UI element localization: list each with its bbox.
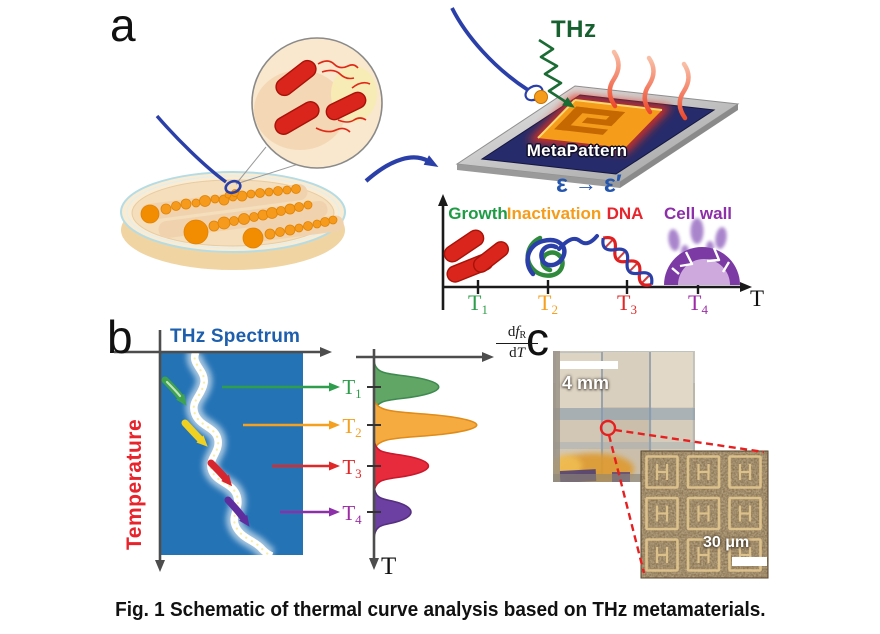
peak-t4 <box>373 484 412 540</box>
growth-bacteria-icon <box>443 229 510 283</box>
peak-t3 <box>373 438 430 494</box>
sample-droplet <box>534 90 548 104</box>
transition-label-t2: T2 <box>342 414 362 440</box>
temperature-axis-end-label: T <box>750 286 765 311</box>
panel-a-label: a <box>110 0 136 51</box>
srr-unit-cells <box>645 455 762 572</box>
thz-beam-label: THz <box>551 16 597 43</box>
denaturation-axis <box>438 194 752 310</box>
photo-scale-bar <box>560 361 618 369</box>
shift-arrows <box>161 376 250 527</box>
tick-label-t1: T1 <box>468 290 488 317</box>
photo-scale-label: 4 mm <box>562 373 610 393</box>
petri-dish-icon <box>120 171 346 270</box>
tick-label-t3: T3 <box>617 290 637 317</box>
inset-scale-label: 30 μm <box>703 534 750 551</box>
shift-arrow-yellow <box>181 419 208 447</box>
epsilon-after: ε′ <box>603 170 622 198</box>
probe-fiber-icon <box>450 7 548 104</box>
transition-label-t3: T3 <box>342 455 362 481</box>
panel-c-label: c <box>526 313 549 365</box>
stage-label-dna: DNA <box>606 204 644 223</box>
derivative-panel <box>356 349 494 570</box>
spectrum-axes <box>114 330 332 572</box>
bacterium-rod <box>274 59 367 135</box>
stage-label-cellwall: Cell wall <box>663 204 733 223</box>
metamaterial-chip-icon <box>450 7 740 188</box>
inset-scale-bar <box>732 557 767 566</box>
epsilon-before: ε <box>556 170 568 198</box>
stage-label-inactivation: Inactivation <box>506 204 602 223</box>
panel-b-label: b <box>107 311 133 363</box>
transition-label-t4: T4 <box>342 501 362 527</box>
transfer-arrow <box>364 155 439 183</box>
bacteria-magnifier-icon <box>251 37 383 169</box>
zoom-origin-circle <box>599 419 617 437</box>
spectrum-title: THz Spectrum <box>170 326 301 347</box>
peak-t2 <box>373 397 478 453</box>
shift-arrow-purple <box>224 496 250 527</box>
derivative-ticks <box>367 386 381 513</box>
shift-arrow-red <box>207 459 233 487</box>
flagella <box>315 60 371 133</box>
spectrum-panel <box>114 330 340 572</box>
derivative-axes <box>356 349 494 570</box>
microscope-inset <box>640 450 769 579</box>
thz-beam-icon <box>538 38 575 108</box>
transition-arrows <box>222 382 340 517</box>
inoculation-loop-icon <box>155 114 242 195</box>
cell-wall-icon <box>664 218 740 285</box>
zoom-callout <box>599 419 765 574</box>
epsilon-arrow-icon: → <box>574 170 597 196</box>
resonance-trace <box>190 352 274 555</box>
stage-label-growth: Growth <box>448 204 508 223</box>
tick-label-t4: T4 <box>688 290 708 317</box>
heat-waves-icon <box>607 49 691 121</box>
tick-label-t2: T2 <box>538 290 558 317</box>
chip-photo <box>553 351 695 482</box>
figure-caption: Fig. 1 Schematic of thermal curve analys… <box>114 599 766 621</box>
dna-helix-icon <box>601 235 654 287</box>
inactivation-protein-icon <box>525 234 599 278</box>
metapattern-label: MetaPattern <box>526 141 628 160</box>
derivative-axis-label: dfR dT <box>496 324 538 361</box>
peak-t1 <box>373 359 440 415</box>
temperature-axis-label: Temperature <box>123 418 146 550</box>
axis-ticks <box>476 280 700 294</box>
permittivity-change-label: ε → ε′ <box>556 170 622 199</box>
transition-label-t1: T1 <box>342 375 362 401</box>
derivative-axis-end-label: T <box>381 553 397 580</box>
metapattern-square <box>537 99 663 148</box>
